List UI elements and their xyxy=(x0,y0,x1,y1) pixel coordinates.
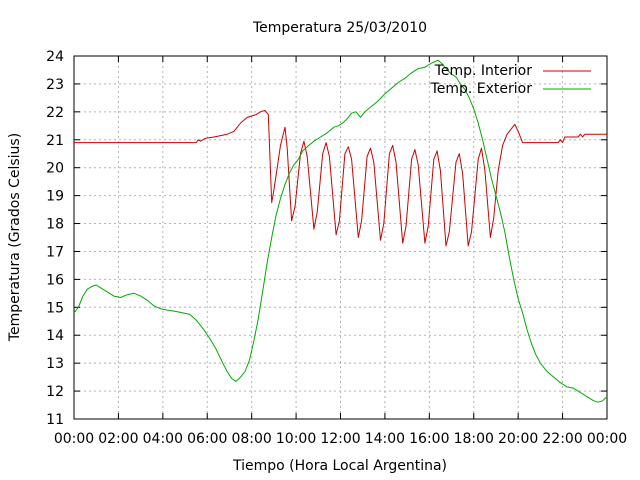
x-axis-ticks: 00:00 02:00 04:00 06:00 08:00 10:00 12:00 14:00… xyxy=(54,56,627,447)
x-tick-label: 02:00 xyxy=(98,431,138,447)
chart-title: Temperatura 25/03/2010 xyxy=(252,20,427,36)
y-tick-label: 20 xyxy=(46,161,64,177)
legend-label-interior: Temp. Interior xyxy=(434,63,533,79)
x-tick-label: 20:00 xyxy=(498,431,538,447)
x-tick-label: 08:00 xyxy=(231,431,271,447)
legend-label-exterior: Temp. Exterior xyxy=(430,81,533,97)
y-tick-label: 18 xyxy=(46,217,64,233)
y-tick-label: 12 xyxy=(46,384,64,400)
series-line-exterior xyxy=(73,59,608,403)
x-tick-label: 14:00 xyxy=(365,431,405,447)
series-lines xyxy=(73,59,608,403)
y-tick-label: 21 xyxy=(46,133,64,149)
x-tick-label: 12:00 xyxy=(320,431,360,447)
y-tick-label: 17 xyxy=(46,244,64,260)
y-tick-label: 19 xyxy=(46,189,64,205)
y-tick-label: 13 xyxy=(46,356,64,372)
y-tick-label: 23 xyxy=(46,77,64,93)
grid-lines xyxy=(74,56,607,419)
x-tick-label: 04:00 xyxy=(143,431,183,447)
x-tick-label: 10:00 xyxy=(276,431,316,447)
y-tick-label: 22 xyxy=(46,105,64,121)
series-line-interior xyxy=(74,109,607,247)
y-tick-label: 14 xyxy=(46,328,64,344)
x-tick-label: 22:00 xyxy=(542,431,582,447)
y-tick-label: 15 xyxy=(46,300,64,316)
x-axis-label: Tiempo (Hora Local Argentina) xyxy=(232,458,447,474)
x-tick-label: 16:00 xyxy=(409,431,449,447)
legend: Temp. Interior Temp. Exterior xyxy=(430,63,591,97)
y-tick-label: 16 xyxy=(46,272,64,288)
y-axis-ticks: 11 12 13 14 15 16 17 18 19 20 21 22 23 24 xyxy=(46,49,607,428)
y-axis-label: Temperatura (Grados Celsius) xyxy=(7,133,23,342)
x-tick-label: 00:00 xyxy=(587,431,627,447)
x-tick-label: 00:00 xyxy=(54,431,94,447)
x-tick-label: 18:00 xyxy=(454,431,494,447)
y-tick-label: 24 xyxy=(46,49,64,65)
x-tick-label: 06:00 xyxy=(187,431,227,447)
y-tick-label: 11 xyxy=(46,412,64,428)
